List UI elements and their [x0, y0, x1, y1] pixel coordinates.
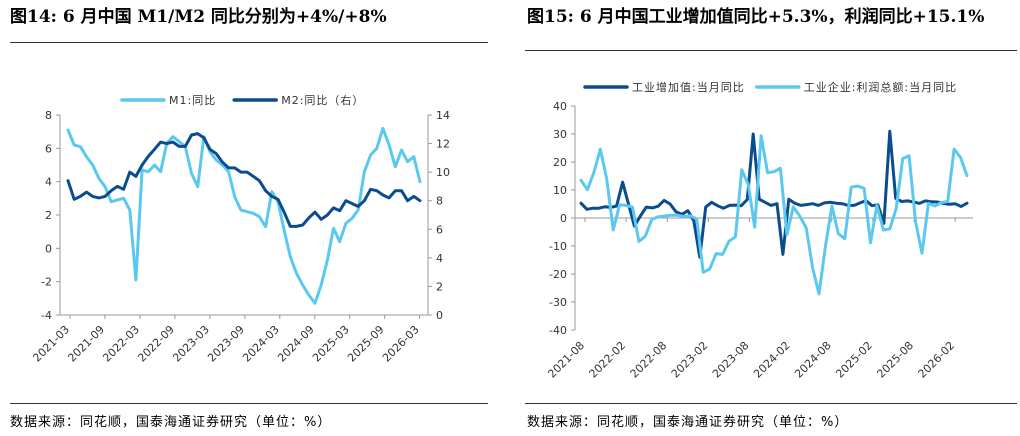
x-tick-label: 2022-03	[100, 323, 142, 365]
chart-panel-m1-m2: 图14: 6 月中国 M1/M2 同比分别为+4%/+8% 8 6 4 2 0 -2 -4 1…	[0, 0, 492, 436]
source-note: 数据来源：同花顺，国泰海通证券研究（单位：%）	[527, 415, 849, 430]
chart-plot-industry: 40 30 20 10 0 -10 -20 -30 -40 2021-08 2022-02 2022-…	[545, 80, 973, 381]
y-tick-label: 10	[553, 184, 567, 197]
legend-label: 工业企业:利润总额:当月同比	[804, 80, 957, 94]
x-tick-label: 2022-09	[135, 323, 177, 365]
x-tick-label: 2025-03	[310, 323, 352, 365]
y2-tick-label: 6	[436, 223, 443, 236]
x-tick-label: 2025-09	[345, 323, 387, 365]
y-tick-label: -30	[549, 296, 567, 309]
title-rule	[525, 50, 1017, 51]
y2-tick-label: 10	[436, 166, 450, 179]
y-tick-label: 2	[45, 209, 52, 222]
y2-tick-label: 12	[436, 138, 450, 151]
legend-label: M2:同比（右）	[281, 93, 364, 107]
legend-label: 工业增加值:当月同比	[632, 80, 745, 94]
x-tick-label: 2026-02	[916, 339, 958, 381]
x-tick-label: 2026-03	[380, 323, 422, 365]
source-rule	[525, 403, 1017, 404]
y-tick-label: 40	[553, 100, 567, 113]
y-tick-label: -10	[549, 240, 567, 253]
x-tick-label: 2024-02	[751, 339, 793, 381]
x-tick-label: 2021-03	[30, 323, 72, 365]
source-note: 数据来源：同花顺，国泰海通证券研究（单位：%）	[10, 415, 332, 430]
y-tick-label: 8	[45, 109, 52, 122]
y-tick-label: -20	[549, 268, 567, 281]
y-tick-label: -4	[41, 309, 52, 322]
source-rule	[10, 403, 488, 404]
x-tick-label: 2023-03	[170, 323, 212, 365]
series-line	[579, 129, 969, 259]
title-rule	[10, 42, 488, 43]
y2-tick-label: 0	[436, 309, 443, 322]
y-tick-label: -2	[41, 276, 52, 289]
y2-tick-label: 4	[436, 252, 443, 265]
x-tick-label: 2024-03	[240, 323, 282, 365]
x-tick-label: 2022-08	[628, 339, 670, 381]
legend-label: M1:同比	[169, 94, 216, 107]
y-tick-label: -40	[549, 324, 567, 337]
chart-title: 图14: 6 月中国 M1/M2 同比分别为+4%/+8%	[10, 7, 387, 27]
series-line	[579, 134, 969, 296]
x-tick-label: 2023-08	[710, 339, 752, 381]
y-tick-label: 20	[553, 156, 567, 169]
y-tick-label: 0	[45, 242, 52, 255]
y2-tick-label: 8	[436, 195, 443, 208]
y-tick-label: 4	[45, 176, 52, 189]
x-tick-label: 2023-09	[205, 323, 247, 365]
x-tick-label: 2021-08	[545, 339, 587, 381]
x-tick-label: 2025-02	[833, 339, 875, 381]
y-tick-label: 0	[560, 212, 567, 225]
x-tick-label: 2022-02	[587, 339, 629, 381]
chart-plot-m1-m2: 86420-2-4141210864202021-032021-092022-0…	[30, 93, 450, 365]
chart-panel-industry: 图15: 6 月中国工业增加值同比+5.3%，利润同比+15.1% 40 30 20…	[525, 0, 1020, 436]
x-tick-label: 2024-08	[792, 339, 834, 381]
x-tick-label: 2021-09	[65, 323, 107, 365]
series-line	[66, 132, 422, 228]
y-tick-label: 30	[553, 128, 567, 141]
series-line	[66, 126, 422, 305]
y2-tick-label: 2	[436, 280, 443, 293]
y2-tick-label: 14	[436, 109, 450, 122]
x-tick-label: 2024-09	[275, 323, 317, 365]
x-tick-label: 2023-02	[669, 339, 711, 381]
chart-title: 图15: 6 月中国工业增加值同比+5.3%，利润同比+15.1%	[527, 7, 985, 27]
x-tick-label: 2025-08	[874, 339, 916, 381]
y-tick-label: 6	[45, 142, 52, 155]
